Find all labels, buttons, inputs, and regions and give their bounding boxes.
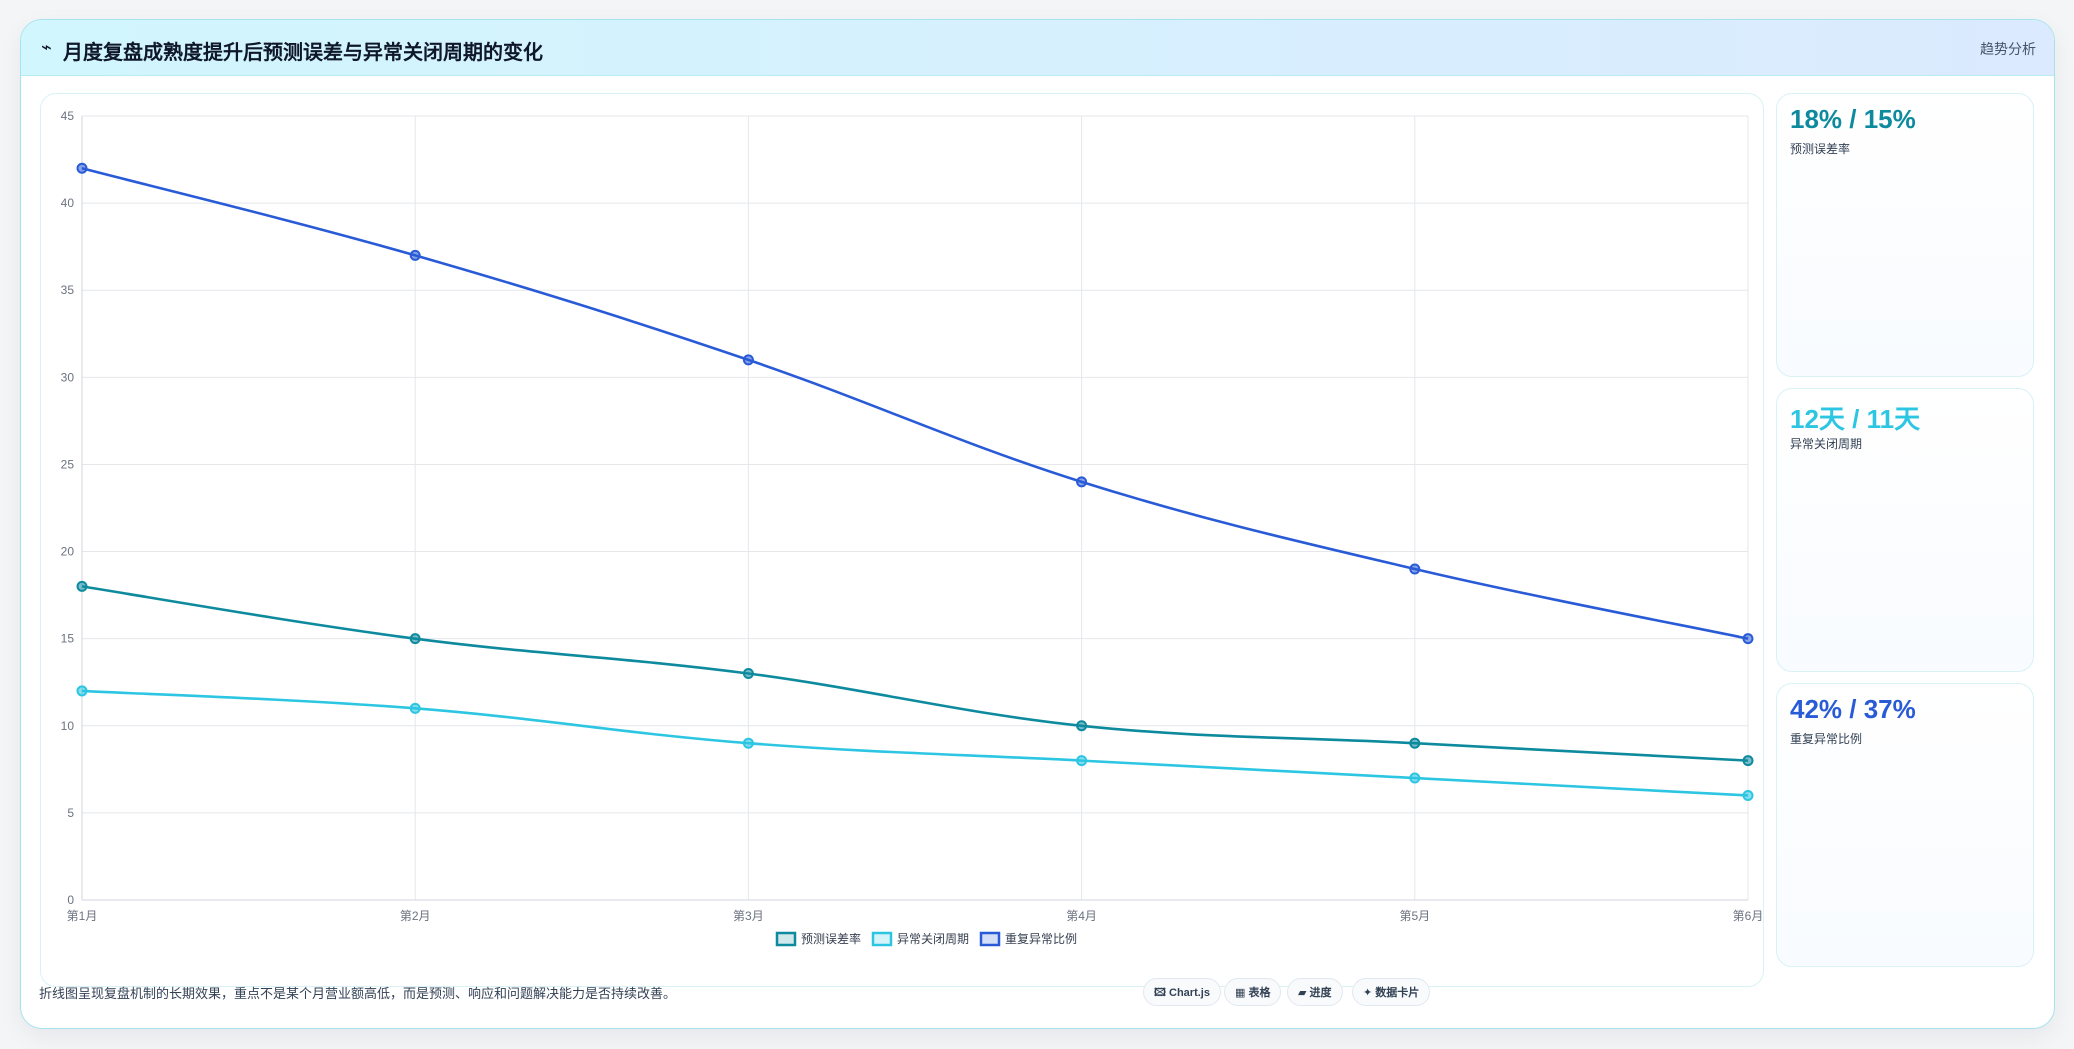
- metric-value: 12天 / 11天: [1790, 404, 1921, 434]
- legend-label: 预测误差率: [801, 931, 861, 946]
- metric-card-repeat-anomaly: 42% / 37% 重复异常比例: [1776, 683, 2034, 967]
- y-tick-label: 15: [61, 632, 75, 646]
- dashboard-card: ⌁ 月度复盘成熟度提升后预测误差与异常关闭周期的变化 趋势分析 0 5 10 15 20…: [20, 19, 2055, 1029]
- series-line-2: [81, 689, 1749, 797]
- x-tick-label: 第5月: [1399, 909, 1430, 923]
- legend-swatch: [871, 931, 893, 947]
- y-tick-label: 35: [61, 283, 75, 297]
- metric-label: 重复异常比例: [1790, 732, 1863, 746]
- x-tick-label: 第3月: [733, 909, 764, 923]
- series-line-3: [81, 167, 1749, 640]
- data-point: [742, 668, 754, 680]
- y-tick-label: 0: [67, 893, 74, 907]
- pill-progress[interactable]: ▰ 进度: [1287, 978, 1343, 1006]
- legend-label: 异常关闭周期: [897, 932, 969, 946]
- data-point: [742, 737, 754, 749]
- data-point: [76, 685, 88, 697]
- metric-label: 异常关闭周期: [1790, 437, 1863, 451]
- metric-card-close-cycle: 12天 / 11天 异常关闭周期: [1776, 388, 2034, 672]
- pill-data-cards[interactable]: ✦ 数据卡片: [1352, 978, 1431, 1006]
- data-point: [1742, 755, 1754, 767]
- trend-icon: ⌁: [41, 37, 52, 57]
- data-point: [1409, 563, 1421, 575]
- legend-swatch: [775, 931, 797, 947]
- pill-table[interactable]: ▦ 表格: [1224, 978, 1282, 1006]
- y-tick-label: 20: [61, 545, 75, 559]
- data-point: [409, 249, 421, 261]
- data-point: [1409, 737, 1421, 749]
- page-title: 月度复盘成熟度提升后预测误差与异常关闭周期的变化: [63, 42, 543, 64]
- data-point: [1742, 633, 1754, 645]
- card-header: ⌁ 月度复盘成熟度提升后预测误差与异常关闭周期的变化 趋势分析: [21, 20, 2054, 76]
- x-tick-label: 第6月: [1733, 909, 1763, 923]
- data-point: [409, 702, 421, 714]
- metric-value: 42% / 37%: [1790, 694, 1916, 724]
- y-tick-label: 25: [61, 457, 75, 471]
- x-tick-label: 第2月: [400, 909, 431, 923]
- data-point: [1076, 720, 1088, 732]
- pill-chartjs[interactable]: 🖾 Chart.js: [1143, 978, 1221, 1006]
- x-tick-label: 第1月: [67, 909, 98, 923]
- series-line-1: [81, 585, 1749, 762]
- data-point: [409, 633, 421, 645]
- data-point: [1076, 476, 1088, 488]
- data-point: [76, 162, 88, 174]
- metric-value: 18% / 15%: [1790, 104, 1916, 134]
- legend-swatch: [979, 931, 1001, 947]
- metric-label: 预测误差率: [1790, 142, 1851, 156]
- x-tick-label: 第4月: [1066, 909, 1097, 923]
- y-tick-label: 5: [67, 806, 74, 820]
- y-tick-label: 10: [61, 719, 75, 733]
- y-tick-label: 30: [61, 370, 75, 384]
- chart-panel: 0 5 10 15 20 25 30 35 40 45 第1月 第2月 第3月 第4月 第5月 第6月预测误差…: [40, 93, 1764, 987]
- y-tick-label: 40: [61, 196, 75, 210]
- data-point: [1076, 755, 1088, 767]
- y-tick-label: 45: [61, 109, 75, 123]
- data-point: [1742, 789, 1754, 801]
- legend-label: 重复异常比例: [1005, 932, 1077, 946]
- metric-card-forecast-error: 18% / 15% 预测误差率: [1776, 93, 2034, 377]
- trend-analysis-tag: 趋势分析: [1980, 41, 2036, 57]
- line-chart: 0 5 10 15 20 25 30 35 40 45 第1月 第2月 第3月 第4月 第5月 第6月预测误差…: [61, 109, 1763, 947]
- chart-footnote: 折线图呈现复盘机制的长期效果，重点不是某个月营业额高低，而是预测、响应和问题解决…: [39, 986, 677, 1001]
- data-point: [742, 354, 754, 366]
- data-point: [76, 580, 88, 592]
- data-point: [1409, 772, 1421, 784]
